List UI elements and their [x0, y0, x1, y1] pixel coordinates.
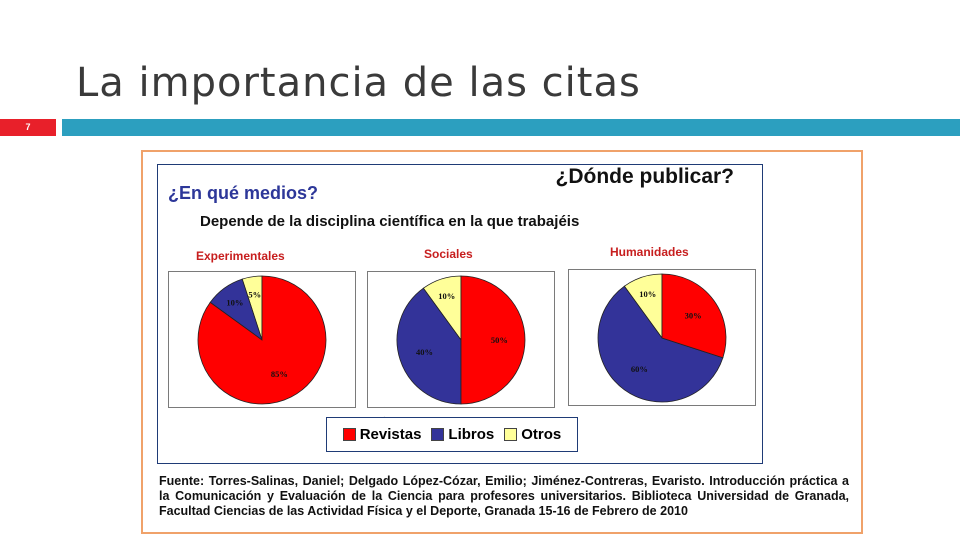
- pie-chart-sociales: 10% 40% 50%: [396, 275, 526, 405]
- title-underline-bar: [62, 119, 960, 136]
- slide-title: La importancia de las citas: [76, 60, 641, 106]
- figure-subtitle: Depende de la disciplina científica en l…: [200, 213, 580, 230]
- legend-item-otros: Otros: [504, 426, 561, 443]
- stray-dot: .: [383, 410, 386, 421]
- slide-number: 7: [0, 119, 56, 136]
- pie-label-revistas: 50%: [491, 335, 508, 345]
- pie-box-humanidades: 10% 60% 30%: [568, 269, 756, 406]
- source-citation: Fuente: Torres-Salinas, Daniel; Delgado …: [159, 474, 849, 518]
- pie-label-revistas: 30%: [685, 310, 702, 320]
- figure-question: ¿En qué medios?: [168, 183, 319, 203]
- legend-swatch-revistas: [342, 428, 356, 441]
- pie-box-experimentales: 5% 10% 85%: [168, 271, 356, 408]
- category-label-sociales: Sociales: [424, 247, 473, 261]
- pie-slice-revistas: [460, 275, 526, 405]
- pie-slice-libros: [597, 285, 724, 403]
- figure-heading: ¿Dónde publicar?: [555, 165, 735, 188]
- legend-swatch-otros: [504, 428, 518, 441]
- legend-label-libros: Libros: [448, 426, 495, 443]
- legend-label-otros: Otros: [521, 426, 562, 443]
- pie-slice-revistas: [661, 273, 727, 359]
- chart-legend: Revistas Libros Otros: [326, 417, 578, 452]
- pie-box-sociales: 10% 40% 50%: [367, 271, 555, 408]
- pie-label-libros: 10%: [226, 298, 243, 308]
- pie-chart-humanidades: 10% 60% 30%: [597, 273, 727, 403]
- legend-label-revistas: Revistas: [359, 426, 422, 443]
- pie-label-libros: 40%: [416, 347, 433, 357]
- pie-slice-revistas: [197, 275, 327, 405]
- legend-item-revistas: Revistas: [342, 426, 422, 443]
- pie-label-otros: 5%: [248, 289, 261, 299]
- pie-label-otros: 10%: [639, 289, 656, 299]
- legend-swatch-libros: [431, 428, 445, 441]
- pie-label-otros: 10%: [438, 291, 455, 301]
- figure-image: ¿Dónde publicar? ¿En qué medios? Depende…: [141, 150, 863, 534]
- pie-label-revistas: 85%: [271, 369, 288, 379]
- pie-label-libros: 60%: [631, 364, 648, 374]
- pie-slice-libros: [396, 287, 462, 405]
- category-label-humanidades: Humanidades: [610, 245, 689, 259]
- chart-panel: ¿Dónde publicar? ¿En qué medios? Depende…: [157, 164, 763, 464]
- category-label-experimentales: Experimentales: [196, 249, 285, 263]
- pie-chart-experimentales: 5% 10% 85%: [197, 275, 327, 405]
- legend-item-libros: Libros: [431, 426, 494, 443]
